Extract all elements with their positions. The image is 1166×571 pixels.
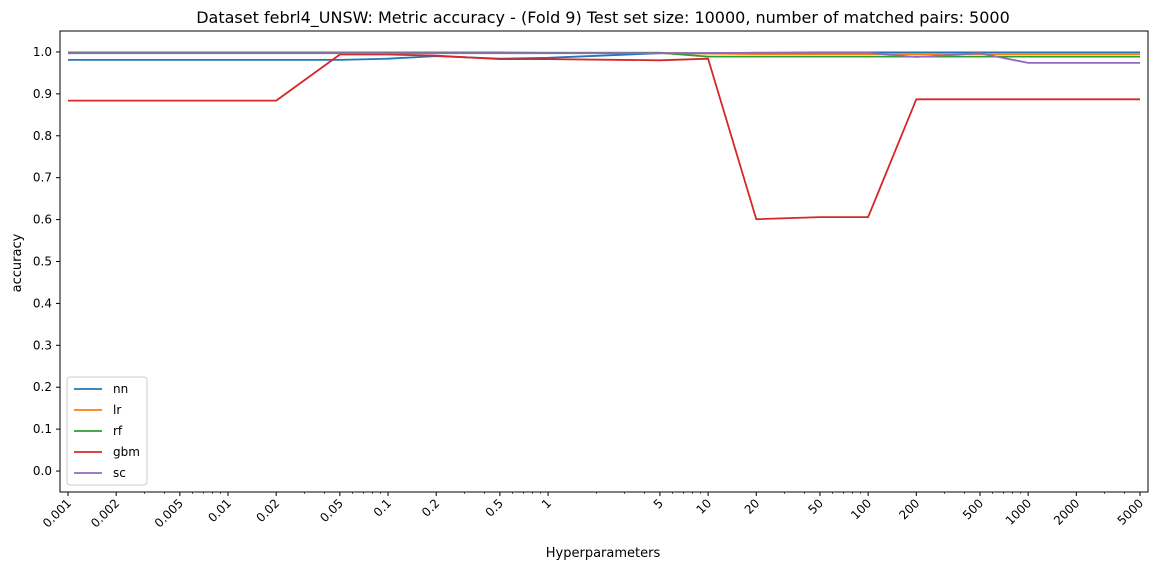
series-line-nn (68, 51, 1140, 61)
legend-label-nn: nn (113, 382, 128, 396)
y-tick-label: 0.3 (33, 338, 52, 352)
x-tick-label: 200 (896, 496, 922, 522)
x-tick-label: 0.02 (254, 496, 283, 525)
y-axis: 0.0 0.1 0.2 0.3 0.4 0.5 0.6 0.7 0.8 0.9 1.0 (33, 45, 60, 478)
x-axis: 0.001 0.002 0.005 0.01 0.02 0.05 0.1 0.2 0.5 1 5 10… (40, 492, 1146, 530)
x-tick-label: 0.2 (419, 496, 442, 519)
y-tick-label: 0.6 (33, 213, 52, 227)
x-tick-label: 50 (805, 496, 826, 517)
x-tick-label: 0.005 (152, 496, 186, 530)
x-tick-label: 5 (651, 496, 666, 511)
y-tick-label: 0.2 (33, 380, 52, 394)
x-tick-label: 100 (848, 496, 874, 522)
y-tick-label: 0.9 (33, 87, 52, 101)
y-tick-label: 0.1 (33, 422, 52, 436)
legend-label-rf: rf (113, 424, 123, 438)
legend-label-gbm: gbm (113, 445, 140, 459)
x-tick-label: 1 (539, 496, 554, 511)
x-tick-label: 10 (694, 496, 715, 517)
x-tick-label: 20 (742, 496, 763, 517)
y-tick-label: 1.0 (33, 45, 52, 59)
y-tick-label: 0.7 (33, 171, 52, 185)
x-tick-label: 0.5 (483, 496, 506, 519)
x-tick-label: 1000 (1003, 496, 1034, 527)
x-tick-label: 2000 (1051, 496, 1082, 527)
series-layer (68, 51, 1140, 221)
x-axis-label: Hyperparameters (546, 546, 661, 561)
x-tick-label: 0.002 (88, 496, 122, 530)
legend: nn lr rf gbm sc (66, 376, 148, 486)
y-tick-label: 0.5 (33, 255, 52, 269)
legend-box (66, 376, 148, 486)
series-line-gbm (68, 53, 1140, 221)
x-tick-label: 0.01 (205, 496, 234, 525)
legend-label-sc: sc (113, 466, 126, 480)
y-axis-label: accuracy (10, 233, 25, 292)
x-tick-label: 0.001 (40, 496, 74, 530)
series-line-sc (68, 51, 1140, 64)
y-tick-label: 0.8 (33, 129, 52, 143)
y-tick-label: 0.0 (33, 464, 52, 478)
x-tick-label: 5000 (1115, 496, 1146, 527)
x-tick-label: 0.1 (371, 496, 394, 519)
chart-title: Dataset febrl4_UNSW: Metric accuracy - (… (196, 8, 1010, 28)
y-tick-label: 0.4 (33, 296, 52, 310)
x-tick-label: 500 (960, 496, 986, 522)
x-tick-label: 0.05 (317, 496, 346, 525)
legend-label-lr: lr (113, 403, 121, 417)
